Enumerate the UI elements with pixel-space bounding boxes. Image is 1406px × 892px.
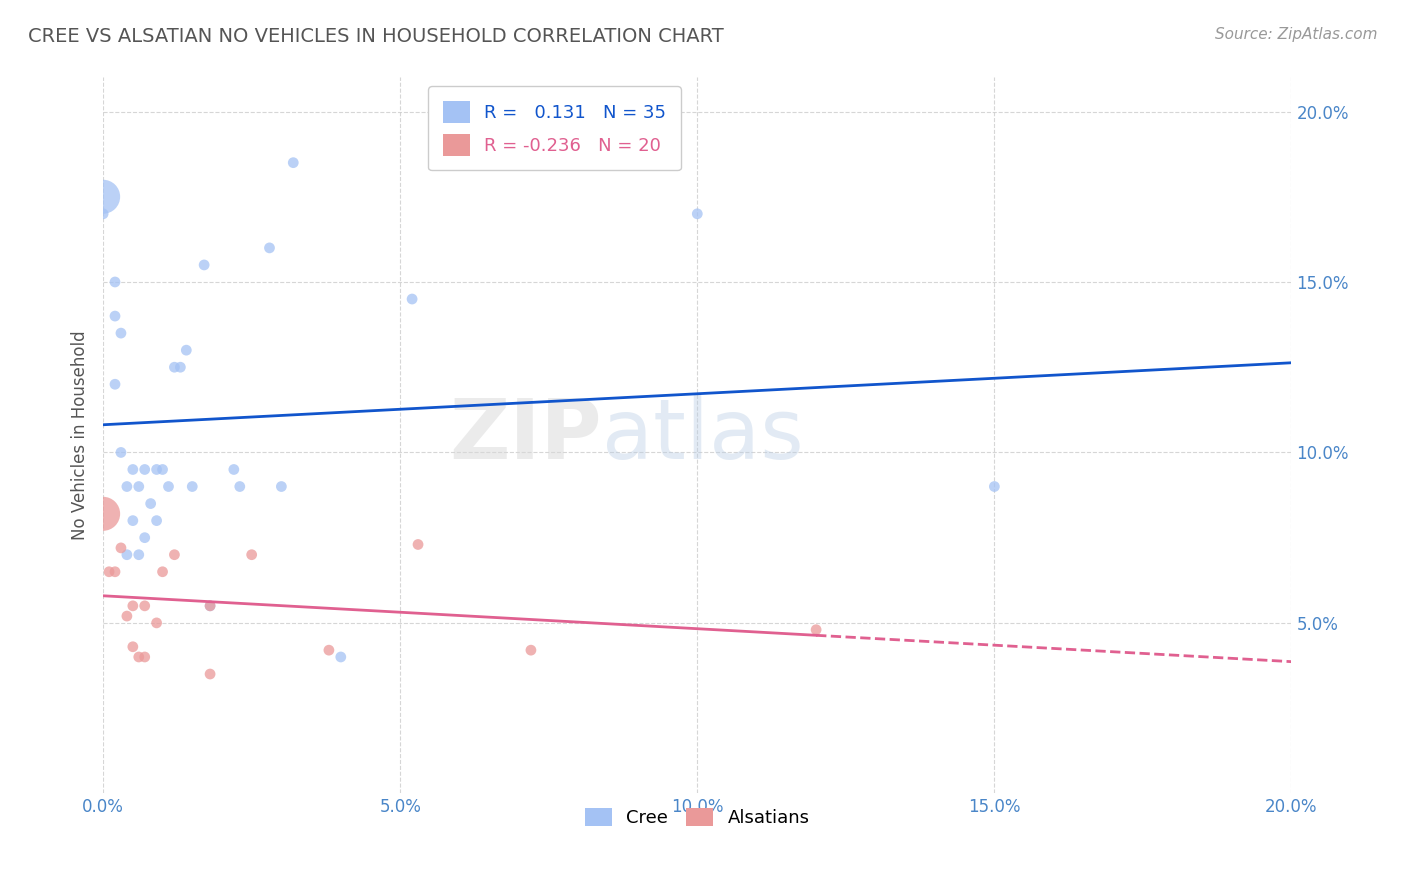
Point bbox=[134, 650, 156, 665]
Text: CREE VS ALSATIAN NO VEHICLES IN HOUSEHOLD CORRELATION CHART: CREE VS ALSATIAN NO VEHICLES IN HOUSEHOL… bbox=[28, 27, 724, 45]
Point bbox=[318, 643, 340, 657]
Point bbox=[115, 548, 138, 562]
Point bbox=[152, 462, 174, 476]
Point bbox=[91, 190, 114, 204]
Text: ZIP: ZIP bbox=[450, 395, 602, 476]
Point bbox=[169, 360, 191, 375]
Point bbox=[139, 497, 162, 511]
Point bbox=[115, 609, 138, 624]
Text: atlas: atlas bbox=[602, 395, 804, 476]
Point bbox=[193, 258, 215, 272]
Point bbox=[198, 667, 221, 681]
Point bbox=[240, 548, 263, 562]
Point bbox=[98, 565, 121, 579]
Point bbox=[198, 599, 221, 613]
Point bbox=[983, 479, 1005, 493]
Point bbox=[134, 599, 156, 613]
Point bbox=[163, 360, 186, 375]
Point bbox=[406, 537, 429, 551]
Y-axis label: No Vehicles in Household: No Vehicles in Household bbox=[72, 331, 89, 541]
Point bbox=[121, 462, 143, 476]
Point bbox=[283, 155, 305, 169]
Point bbox=[145, 514, 167, 528]
Point bbox=[110, 326, 132, 340]
Point bbox=[121, 514, 143, 528]
Point bbox=[686, 207, 709, 221]
Point bbox=[222, 462, 245, 476]
Point bbox=[329, 650, 352, 665]
Point bbox=[259, 241, 281, 255]
Point bbox=[270, 479, 292, 493]
Point bbox=[121, 640, 143, 654]
Point bbox=[91, 207, 114, 221]
Point bbox=[145, 462, 167, 476]
Point bbox=[181, 479, 204, 493]
Point bbox=[128, 479, 150, 493]
Point bbox=[104, 377, 127, 392]
Point bbox=[91, 507, 114, 521]
Text: Source: ZipAtlas.com: Source: ZipAtlas.com bbox=[1215, 27, 1378, 42]
Point bbox=[110, 541, 132, 555]
Point bbox=[104, 309, 127, 323]
Point bbox=[804, 623, 827, 637]
Legend: Cree, Alsatians: Cree, Alsatians bbox=[578, 801, 817, 834]
Point bbox=[520, 643, 543, 657]
Point bbox=[152, 565, 174, 579]
Point bbox=[115, 479, 138, 493]
Point bbox=[198, 599, 221, 613]
Point bbox=[163, 548, 186, 562]
Point bbox=[134, 462, 156, 476]
Point bbox=[104, 565, 127, 579]
Point bbox=[176, 343, 198, 358]
Point bbox=[128, 650, 150, 665]
Point bbox=[145, 615, 167, 630]
Point bbox=[229, 479, 252, 493]
Point bbox=[121, 599, 143, 613]
Point bbox=[157, 479, 180, 493]
Point bbox=[134, 531, 156, 545]
Point bbox=[128, 548, 150, 562]
Point bbox=[104, 275, 127, 289]
Point bbox=[110, 445, 132, 459]
Point bbox=[401, 292, 423, 306]
